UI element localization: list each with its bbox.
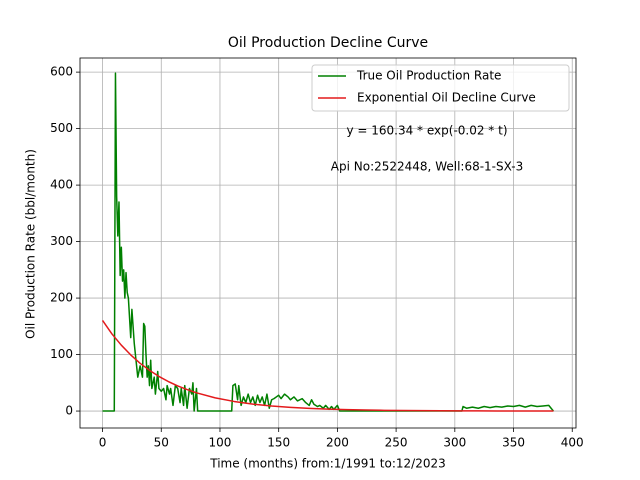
y-axis-label: Oil Production Rate (bbl/month)	[24, 149, 38, 339]
legend-label: Exponential Oil Decline Curve	[357, 91, 536, 105]
equation-annotation: y = 160.34 * exp(-0.02 * t)	[346, 124, 507, 138]
plot-frame	[79, 57, 577, 429]
y-tick-label: 100	[50, 347, 73, 361]
y-tick-label: 500	[50, 121, 73, 135]
x-axis-label: Time (months) from:1/1991 to:12/2023	[209, 457, 446, 471]
well-annotation: Api No:2522448, Well:68-1-SX-3	[331, 160, 523, 174]
plot	[101, 72, 555, 412]
x-tick-label: 0	[99, 436, 107, 450]
x-tick-label: 50	[154, 436, 169, 450]
legend-box	[311, 64, 570, 112]
x-tick-label: 300	[443, 436, 466, 450]
x-tick-label: 200	[326, 436, 349, 450]
x-tick-label: 400	[561, 436, 584, 450]
series-line	[101, 320, 554, 412]
x-tick-label: 100	[209, 436, 232, 450]
series-line	[102, 72, 555, 412]
y-tick-label: 300	[50, 234, 73, 248]
y-tick-label: 0	[65, 404, 73, 418]
y-tick-label: 200	[50, 291, 73, 305]
x-tick-label: 150	[267, 436, 290, 450]
legend-label: True Oil Production Rate	[356, 69, 501, 83]
y-tick-label: 600	[50, 65, 73, 79]
x-tick-label: 350	[502, 436, 525, 450]
legend: True Oil Production Rate Exponential Oil …	[311, 64, 570, 112]
y-tick-label: 400	[50, 178, 73, 192]
chart-title: Oil Production Decline Curve	[228, 35, 428, 51]
x-tick-label: 250	[385, 436, 408, 450]
